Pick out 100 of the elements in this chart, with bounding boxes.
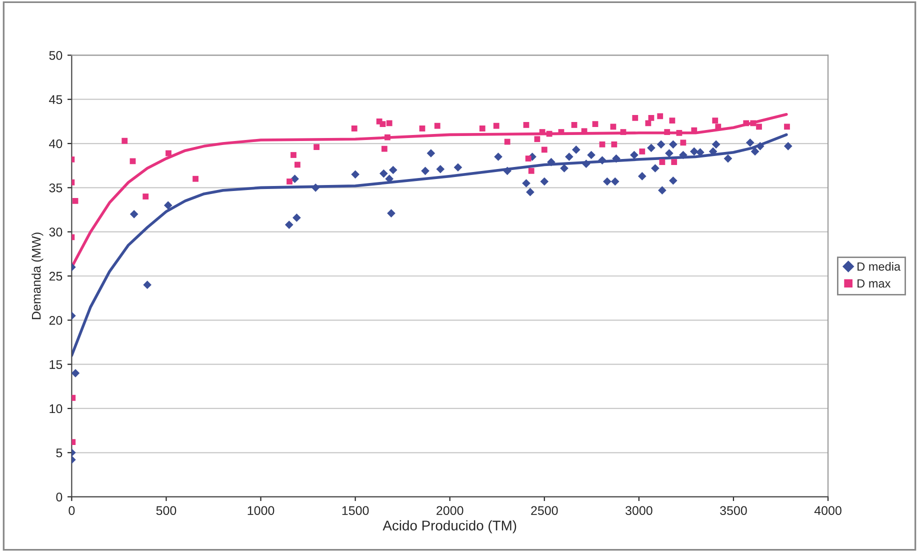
y-tick-label: 40: [49, 139, 62, 148]
point: [680, 140, 686, 146]
point: [632, 114, 638, 121]
x-tick-label: 0: [68, 506, 75, 516]
point: [528, 168, 534, 174]
point: [784, 124, 790, 130]
point: [659, 159, 666, 166]
point: [712, 140, 720, 149]
point: [534, 136, 540, 142]
point: [493, 122, 500, 129]
point: [599, 141, 606, 148]
point: [294, 162, 300, 168]
point: [657, 113, 664, 120]
point: [648, 114, 654, 121]
point: [419, 126, 426, 132]
point: [712, 118, 718, 124]
point: [630, 150, 638, 160]
point: [523, 122, 530, 128]
y-tick-label: 20: [49, 316, 62, 325]
point: [130, 210, 138, 218]
legend-label: D media: [858, 262, 901, 271]
point: [598, 156, 606, 164]
point: [164, 201, 172, 210]
point: [639, 148, 646, 154]
y-tick-label: 35: [49, 183, 62, 192]
point: [436, 164, 445, 174]
point: [525, 156, 532, 162]
y-tick-label: 30: [49, 228, 62, 236]
point: [690, 147, 698, 156]
x-tick-label: 2000: [436, 506, 464, 516]
y-tick-label: 0: [56, 492, 62, 502]
point: [656, 140, 666, 149]
y-tick-label: 45: [49, 95, 62, 104]
point: [592, 121, 598, 128]
point: [746, 138, 754, 147]
point: [647, 144, 656, 152]
point: [380, 121, 386, 128]
point: [610, 177, 620, 186]
point: [526, 188, 534, 196]
point: [612, 154, 620, 163]
point: [388, 166, 398, 174]
point: [143, 280, 152, 289]
point: [311, 184, 320, 192]
point: [676, 130, 682, 136]
point: [386, 120, 392, 126]
x-tick-label: 1500: [342, 506, 369, 516]
y-tick-label: 25: [49, 272, 62, 281]
x-tick-label: 1000: [248, 506, 274, 516]
point: [582, 160, 590, 168]
point: [434, 122, 440, 129]
y-axis-title: Demanda (MW): [32, 232, 44, 320]
point: [750, 147, 760, 156]
x-tick-label: 2500: [531, 506, 558, 516]
point: [668, 176, 678, 185]
point: [669, 118, 676, 124]
point: [679, 150, 688, 160]
point: [384, 134, 390, 140]
point: [668, 140, 678, 149]
point: [130, 158, 136, 164]
point: [380, 169, 388, 178]
point: [503, 166, 512, 176]
point: [290, 174, 299, 184]
point: [546, 130, 552, 137]
point: [72, 368, 80, 378]
point: [620, 129, 626, 135]
point: [387, 209, 396, 218]
legend-label: D max: [858, 279, 891, 288]
point: [651, 164, 660, 172]
y-tick-label: 10: [50, 404, 62, 414]
point: [290, 152, 296, 158]
point: [292, 214, 301, 222]
point: [421, 166, 430, 176]
point: [671, 159, 678, 166]
point: [638, 172, 646, 180]
point: [587, 150, 596, 160]
point: [611, 141, 618, 148]
x-tick-label: 3500: [720, 506, 747, 516]
y-tick-label: 5: [56, 448, 62, 458]
point: [664, 129, 670, 135]
point: [454, 163, 462, 172]
point: [572, 146, 580, 154]
point: [314, 144, 320, 150]
point: [286, 178, 292, 184]
y-tick-label: 15: [50, 360, 62, 369]
point: [658, 186, 666, 194]
point: [479, 126, 486, 132]
point: [426, 149, 436, 158]
line-series: [72, 133, 788, 357]
point: [192, 176, 198, 182]
point: [122, 138, 128, 144]
x-tick-label: 4000: [814, 506, 842, 516]
point: [665, 149, 674, 158]
point: [166, 150, 172, 156]
point: [750, 120, 756, 126]
point: [541, 146, 548, 153]
point: [743, 120, 750, 126]
x-axis-title: Acido Producido (TM): [382, 520, 516, 534]
point: [351, 170, 360, 179]
point: [142, 194, 149, 200]
x-tick-label: 500: [156, 506, 176, 516]
